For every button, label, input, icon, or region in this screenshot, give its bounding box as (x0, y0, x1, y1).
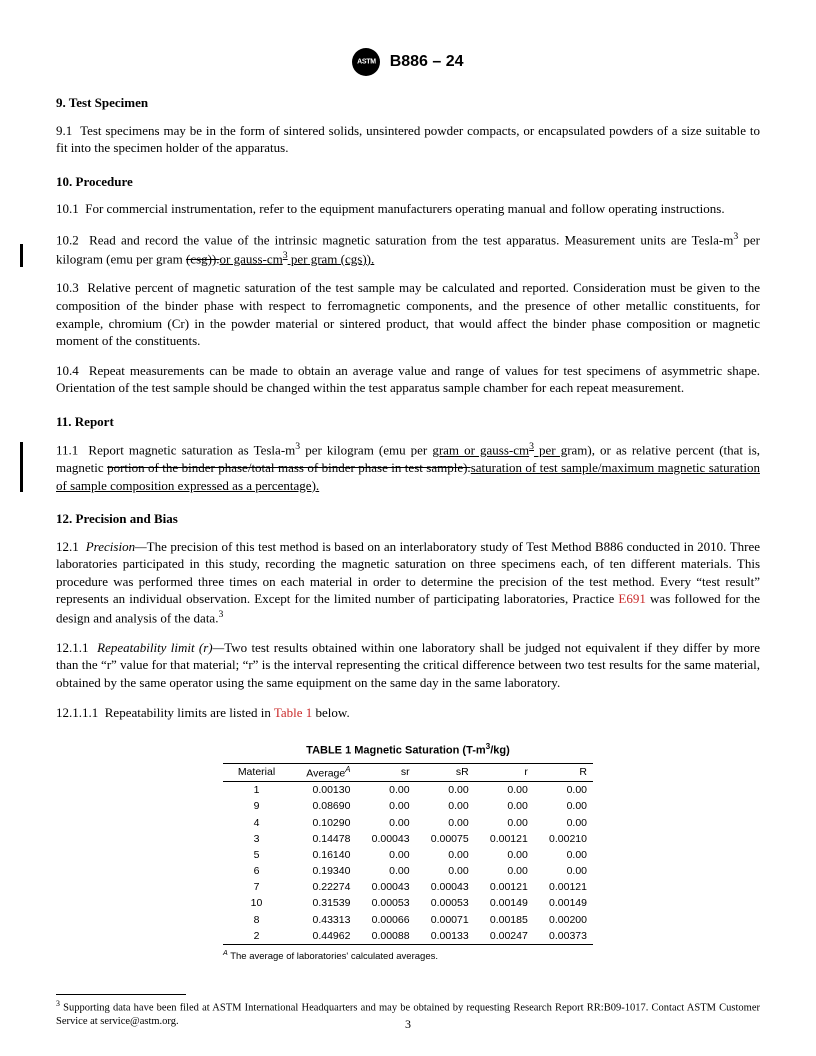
section-title: Test Specimen (69, 95, 148, 110)
para-10-3: 10.3 Relative percent of magnetic satura… (56, 279, 760, 349)
footnote-rule (56, 994, 186, 995)
para-12-1-1: 12.1.1 Repeatability limit (r)—Two test … (56, 639, 760, 692)
reference-link-e691[interactable]: E691 (618, 591, 645, 606)
col-material: Material (223, 763, 290, 782)
table-row: 30.144780.000430.000750.001210.00210 (223, 831, 593, 847)
table-header-row: Material AverageA sr sR r R (223, 763, 593, 782)
col-sR: sR (416, 763, 475, 782)
table-row: 40.102900.000.000.000.00 (223, 815, 593, 831)
section-number: 9. (56, 95, 66, 110)
page-number: 3 (0, 1016, 816, 1032)
table-row: 80.433130.000660.000710.001850.00200 (223, 912, 593, 928)
astm-logo-icon (352, 48, 380, 76)
table-footnote: A The average of laboratories' calculate… (223, 949, 593, 964)
col-average: AverageA (290, 763, 356, 782)
table-row: 60.193400.000.000.000.00 (223, 863, 593, 879)
table-row: 20.449620.000880.001330.002470.00373 (223, 928, 593, 945)
section-9-heading: 9. Test Specimen (56, 94, 760, 112)
para-10-4: 10.4 Repeat measurements can be made to … (56, 362, 760, 397)
para-12-1-1-1: 12.1.1.1 Repeatability limits are listed… (56, 704, 760, 722)
para-11-1: 11.1 Report magnetic saturation as Tesla… (56, 440, 760, 494)
magnetic-saturation-table: Material AverageA sr sR r R 10.001300.00… (223, 763, 593, 945)
table-row: 90.086900.000.000.000.00 (223, 798, 593, 814)
section-11-heading: 11. Report (56, 413, 760, 431)
page-header: B886 – 24 (56, 48, 760, 76)
reference-link-table1[interactable]: Table 1 (274, 705, 312, 720)
table-row: 100.315390.000530.000530.001490.00149 (223, 895, 593, 911)
table-row: 10.001300.000.000.000.00 (223, 782, 593, 799)
para-10-2: 10.2 Read and record the value of the in… (56, 230, 760, 268)
section-12-heading: 12. Precision and Bias (56, 510, 760, 528)
table-title: TABLE 1 Magnetic Saturation (T-m3/kg) (223, 741, 593, 759)
document-designation: B886 – 24 (390, 51, 464, 73)
col-r: r (475, 763, 534, 782)
section-10-heading: 10. Procedure (56, 173, 760, 191)
inserted-text: or gauss-cm (220, 251, 283, 266)
table-row: 50.161400.000.000.000.00 (223, 847, 593, 863)
para-9-1: 9.1 Test specimens may be in the form of… (56, 122, 760, 157)
col-sr: sr (356, 763, 415, 782)
para-10-1: 10.1 For commercial instrumentation, ref… (56, 200, 760, 218)
para-12-1: 12.1 Precision—The precision of this tes… (56, 538, 760, 627)
table-row: 70.222740.000430.000430.001210.00121 (223, 879, 593, 895)
table-1: TABLE 1 Magnetic Saturation (T-m3/kg) Ma… (223, 741, 593, 964)
col-R: R (534, 763, 593, 782)
struck-text: (csg)). (186, 251, 220, 266)
